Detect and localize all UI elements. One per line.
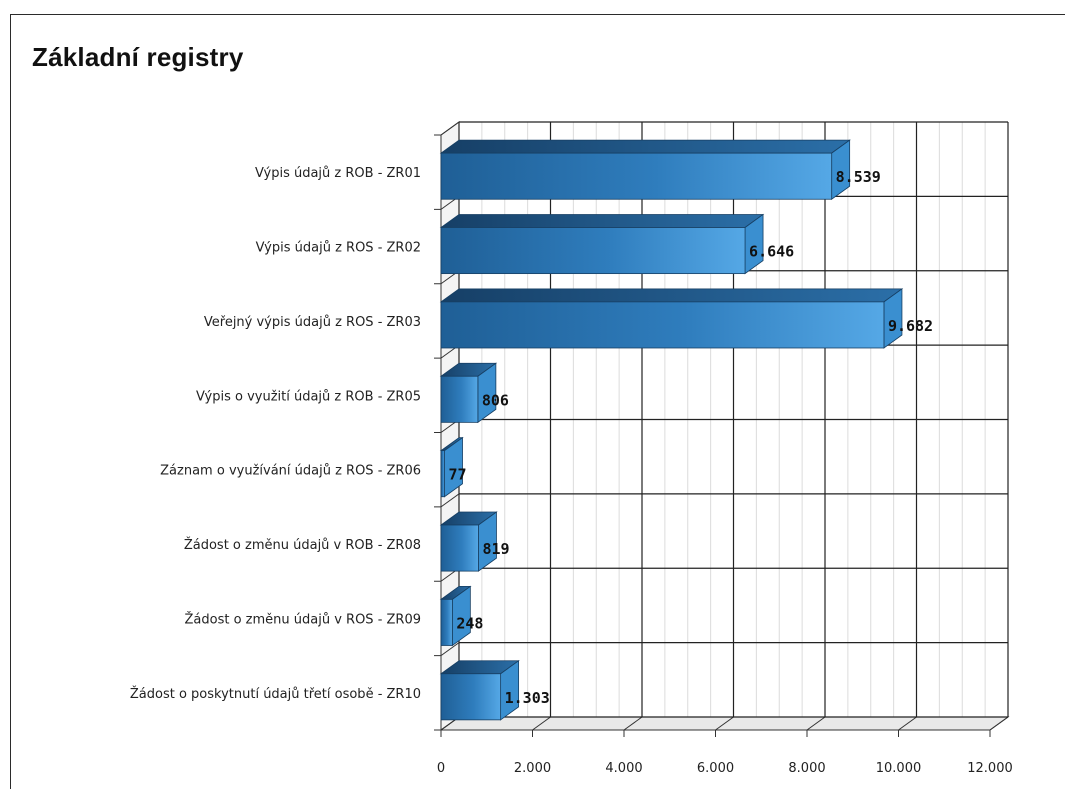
bar-value-label: 248 bbox=[456, 614, 483, 632]
floor-gridline bbox=[715, 716, 734, 731]
floor-gridline bbox=[898, 716, 917, 731]
chart-title: Základní registry bbox=[32, 42, 244, 72]
category-label: Záznam o využívání údajů z ROS - ZR06 bbox=[160, 464, 421, 479]
floor-gridline bbox=[806, 716, 826, 731]
x-tick-label: 8.000 bbox=[788, 761, 825, 776]
floor-gridline bbox=[623, 716, 643, 731]
side-gridline bbox=[440, 493, 460, 508]
bar bbox=[440, 227, 746, 275]
bar bbox=[440, 524, 479, 572]
bar bbox=[440, 598, 453, 646]
bar-value-label: 6.646 bbox=[749, 243, 794, 261]
category-label: Výpis údajů z ROS - ZR02 bbox=[256, 241, 421, 256]
bar bbox=[440, 375, 479, 423]
bar bbox=[440, 301, 885, 349]
x-tick-label: 12.000 bbox=[967, 761, 1013, 776]
bar-top bbox=[439, 288, 904, 303]
bar-top bbox=[439, 139, 851, 154]
x-tick-label: 4.000 bbox=[605, 761, 642, 776]
bar-value-label: 819 bbox=[482, 540, 509, 558]
floor-gridline bbox=[532, 716, 551, 731]
side-gridline bbox=[440, 121, 460, 136]
category-label: Veřejný výpis údajů z ROS - ZR03 bbox=[204, 315, 421, 330]
floor-gridline bbox=[989, 716, 1009, 731]
side-gridline bbox=[440, 642, 460, 657]
bar-value-label: 806 bbox=[482, 391, 509, 409]
x-tick-label: 2.000 bbox=[514, 761, 551, 776]
category-label: Žádost o změnu údajů v ROB - ZR08 bbox=[184, 537, 421, 553]
category-label: Výpis údajů z ROB - ZR01 bbox=[255, 166, 421, 181]
bar bbox=[440, 152, 833, 200]
category-label: Výpis o využití údajů z ROB - ZR05 bbox=[196, 389, 421, 404]
bar-value-label: 8.539 bbox=[836, 168, 881, 186]
x-tick-label: 0 bbox=[437, 761, 445, 776]
bar-value-label: 9.682 bbox=[888, 317, 933, 335]
category-label: Žádost o změnu údajů v ROS - ZR09 bbox=[185, 611, 421, 627]
bar-value-label: 77 bbox=[449, 466, 467, 484]
bar bbox=[440, 450, 445, 498]
bar-top bbox=[439, 214, 765, 228]
x-tick-label: 6.000 bbox=[697, 761, 734, 776]
x-tick-label: 10.000 bbox=[876, 761, 922, 776]
bar bbox=[440, 673, 502, 721]
category-label: Žádost o poskytnutí údajů třetí osobě - … bbox=[130, 686, 421, 702]
bar-value-label: 1.303 bbox=[505, 689, 550, 707]
